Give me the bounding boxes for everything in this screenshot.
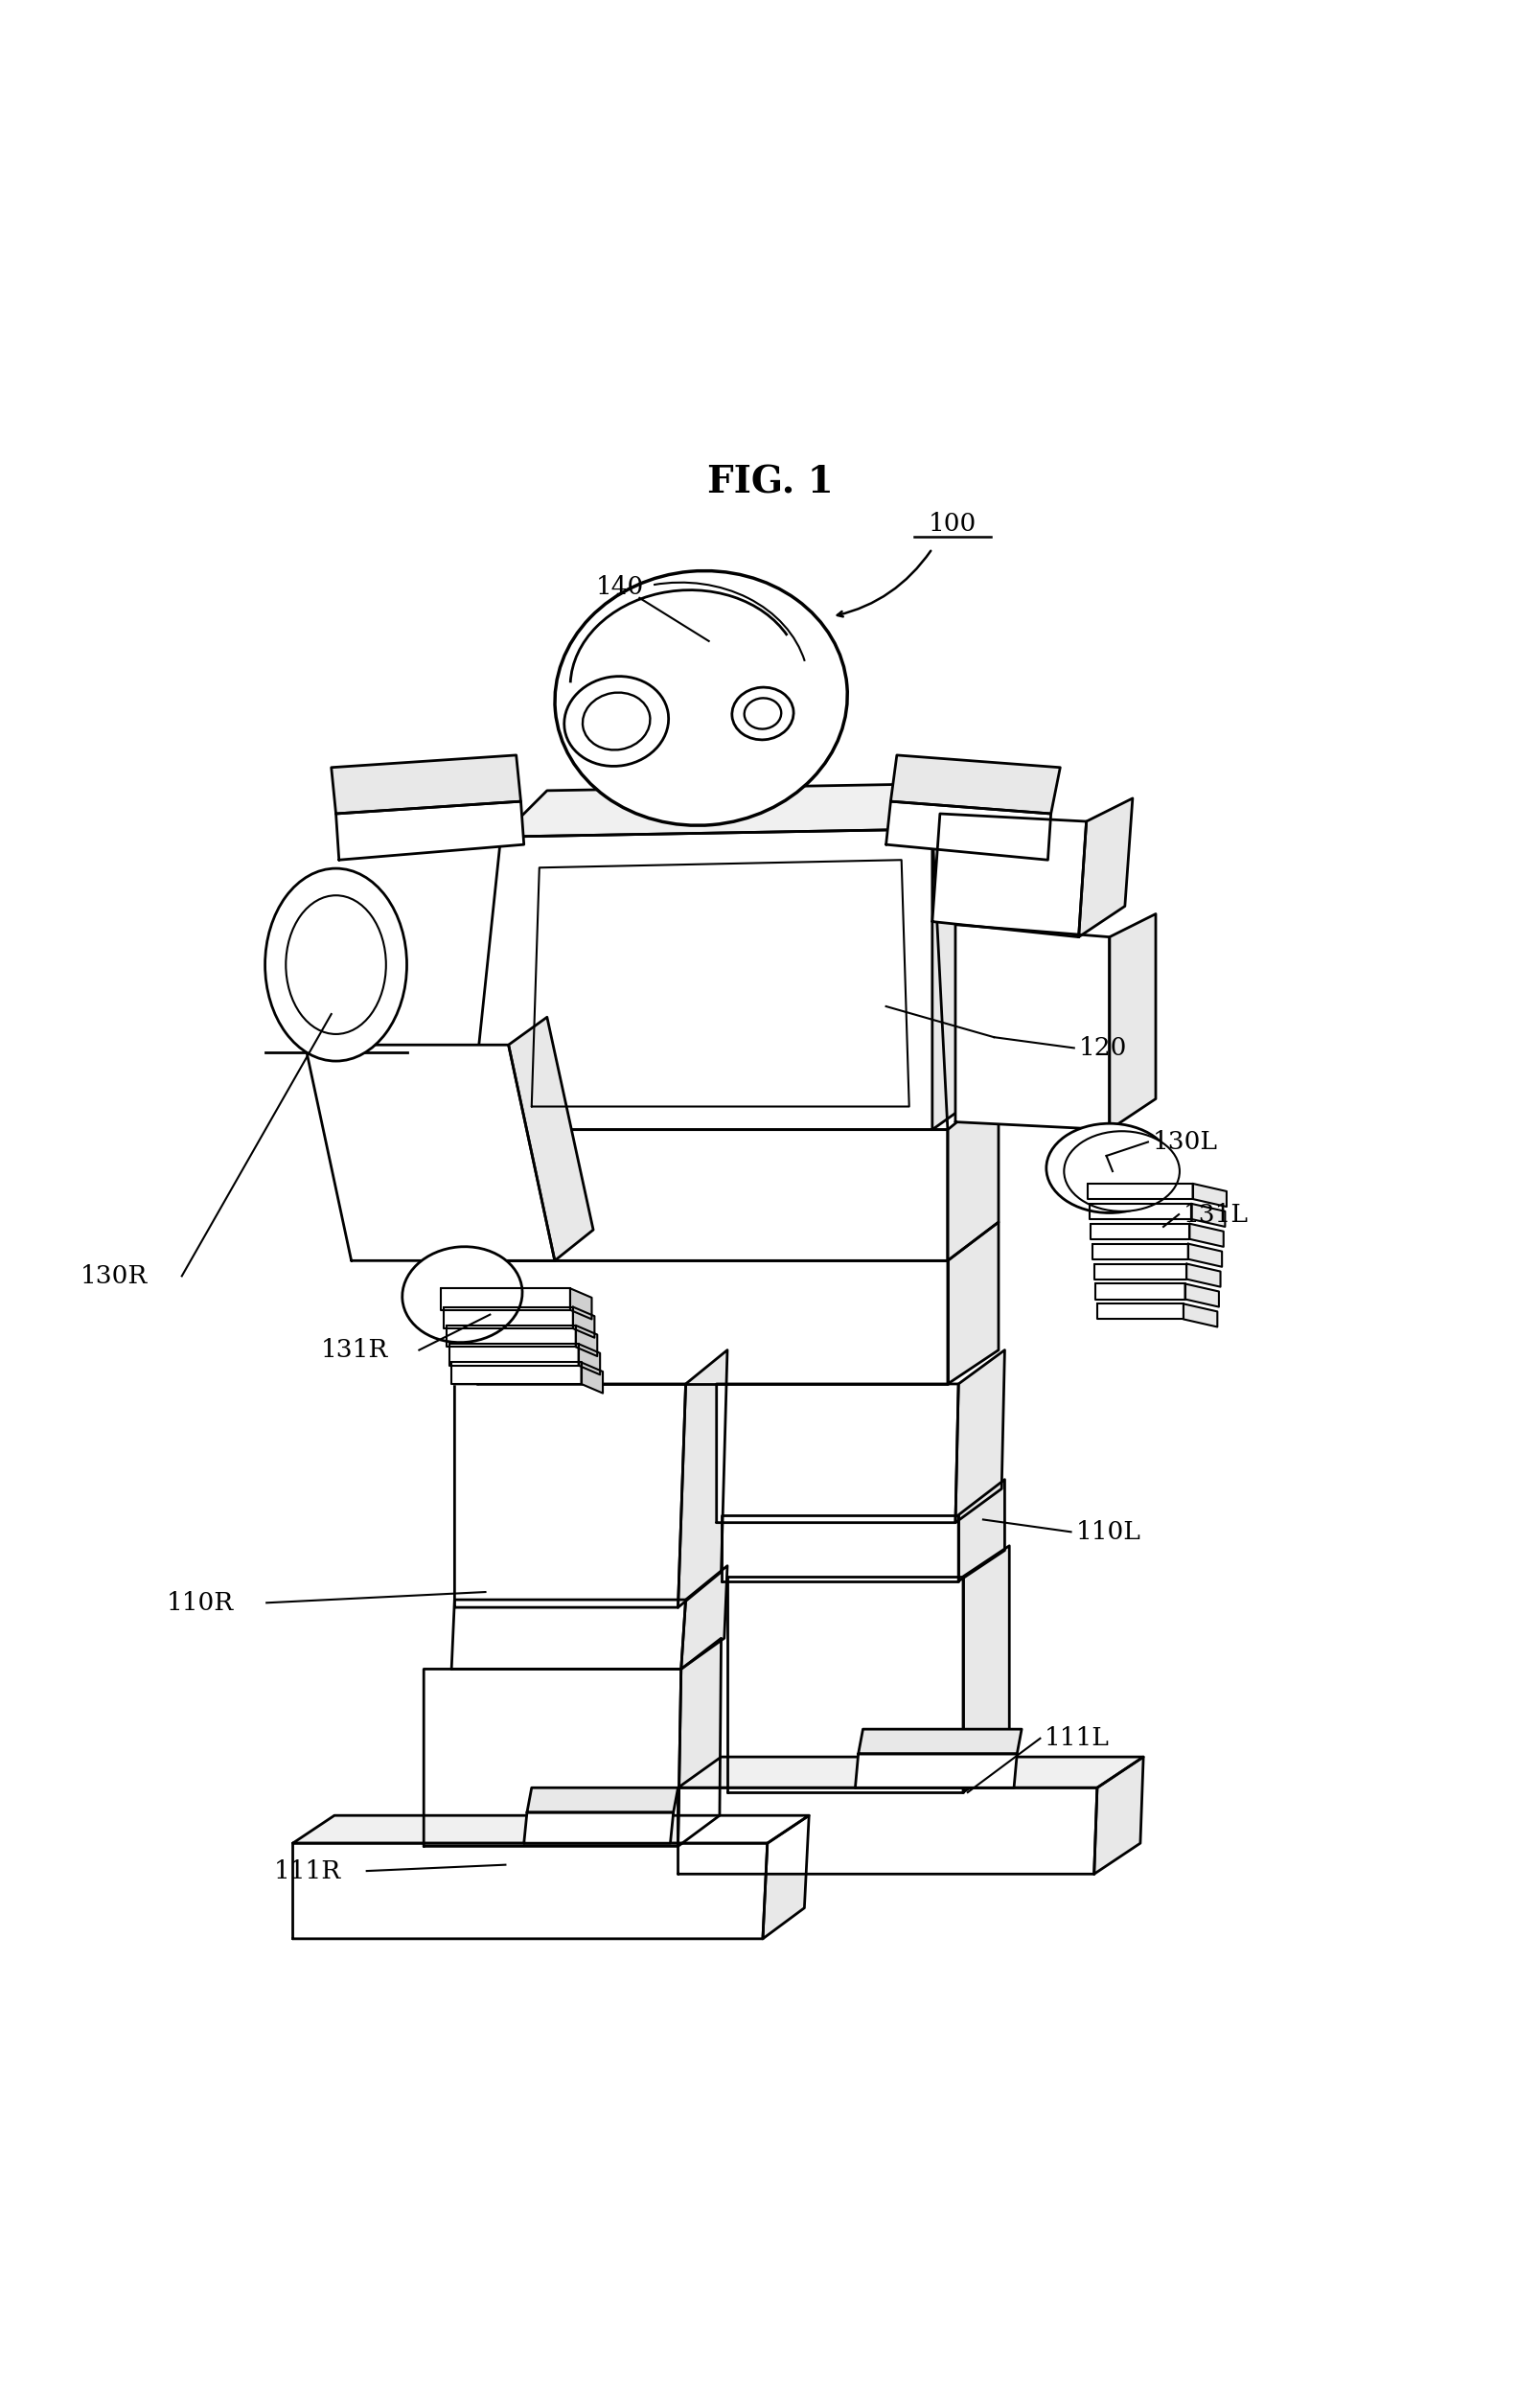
- Polygon shape: [1093, 1758, 1143, 1873]
- Polygon shape: [448, 1343, 578, 1364]
- Text: 111L: 111L: [1044, 1727, 1109, 1751]
- Ellipse shape: [744, 698, 781, 729]
- Ellipse shape: [582, 693, 650, 751]
- Polygon shape: [727, 1575, 962, 1791]
- Polygon shape: [1093, 1264, 1186, 1278]
- Polygon shape: [451, 1362, 581, 1384]
- Polygon shape: [1187, 1245, 1221, 1266]
- Polygon shape: [424, 1669, 681, 1846]
- Polygon shape: [451, 1599, 685, 1669]
- Polygon shape: [678, 1789, 1096, 1873]
- Ellipse shape: [554, 571, 847, 825]
- Ellipse shape: [402, 1247, 522, 1343]
- Polygon shape: [716, 1384, 958, 1523]
- Polygon shape: [527, 1789, 678, 1813]
- Text: 110R: 110R: [166, 1590, 234, 1614]
- Polygon shape: [581, 1362, 602, 1393]
- Polygon shape: [932, 813, 1086, 938]
- Polygon shape: [762, 1815, 808, 1938]
- Ellipse shape: [286, 894, 385, 1034]
- Polygon shape: [1087, 1185, 1192, 1199]
- Ellipse shape: [564, 676, 668, 767]
- Polygon shape: [470, 830, 947, 1129]
- Polygon shape: [1092, 1245, 1187, 1259]
- Polygon shape: [1090, 1223, 1189, 1240]
- Polygon shape: [1192, 1185, 1226, 1206]
- Text: 130L: 130L: [1152, 1129, 1217, 1153]
- Ellipse shape: [1063, 1132, 1180, 1211]
- Polygon shape: [305, 1046, 554, 1261]
- Polygon shape: [570, 1288, 591, 1319]
- Polygon shape: [932, 782, 986, 1129]
- Polygon shape: [1078, 799, 1132, 938]
- Polygon shape: [886, 801, 1050, 861]
- Polygon shape: [681, 1566, 727, 1669]
- Polygon shape: [858, 1729, 1021, 1753]
- Polygon shape: [685, 782, 736, 811]
- Polygon shape: [444, 1307, 573, 1328]
- Polygon shape: [678, 1638, 721, 1846]
- Polygon shape: [293, 1844, 767, 1938]
- Polygon shape: [524, 1813, 673, 1844]
- Text: FIG. 1: FIG. 1: [707, 465, 833, 501]
- Text: 120: 120: [1078, 1036, 1126, 1060]
- Polygon shape: [447, 1326, 576, 1348]
- Polygon shape: [947, 1223, 998, 1384]
- Polygon shape: [955, 926, 1109, 1129]
- Polygon shape: [1184, 1283, 1218, 1307]
- Polygon shape: [958, 1480, 1004, 1580]
- Polygon shape: [508, 1017, 593, 1261]
- Polygon shape: [1109, 914, 1155, 1129]
- Polygon shape: [962, 1547, 1009, 1791]
- Polygon shape: [890, 755, 1060, 813]
- Polygon shape: [331, 755, 521, 813]
- Polygon shape: [293, 1815, 808, 1844]
- Polygon shape: [576, 1326, 598, 1357]
- Polygon shape: [454, 1384, 685, 1607]
- Text: 130R: 130R: [80, 1264, 148, 1288]
- Polygon shape: [573, 1307, 594, 1338]
- Text: 100: 100: [927, 513, 976, 535]
- Polygon shape: [1186, 1264, 1220, 1288]
- Text: 131R: 131R: [320, 1338, 388, 1362]
- Polygon shape: [470, 1129, 947, 1261]
- Text: 111R: 111R: [274, 1858, 342, 1882]
- Polygon shape: [855, 1753, 1016, 1789]
- Ellipse shape: [1046, 1125, 1172, 1213]
- Text: 110L: 110L: [1075, 1520, 1140, 1544]
- Polygon shape: [955, 1350, 1004, 1523]
- Text: 131L: 131L: [1183, 1201, 1247, 1225]
- Polygon shape: [578, 1343, 599, 1374]
- Polygon shape: [1189, 1223, 1223, 1247]
- Polygon shape: [440, 1288, 570, 1309]
- Polygon shape: [1096, 1305, 1183, 1319]
- Polygon shape: [477, 1261, 947, 1384]
- Polygon shape: [1095, 1283, 1184, 1300]
- Polygon shape: [1183, 1305, 1217, 1326]
- Polygon shape: [947, 1089, 998, 1261]
- Polygon shape: [500, 782, 986, 837]
- Polygon shape: [678, 1758, 1143, 1789]
- Polygon shape: [1089, 1204, 1190, 1218]
- Ellipse shape: [731, 688, 793, 739]
- Text: 140: 140: [594, 576, 644, 600]
- Polygon shape: [721, 1516, 958, 1580]
- Polygon shape: [336, 801, 524, 861]
- Polygon shape: [678, 1350, 727, 1607]
- Polygon shape: [1190, 1204, 1224, 1228]
- Ellipse shape: [265, 868, 407, 1060]
